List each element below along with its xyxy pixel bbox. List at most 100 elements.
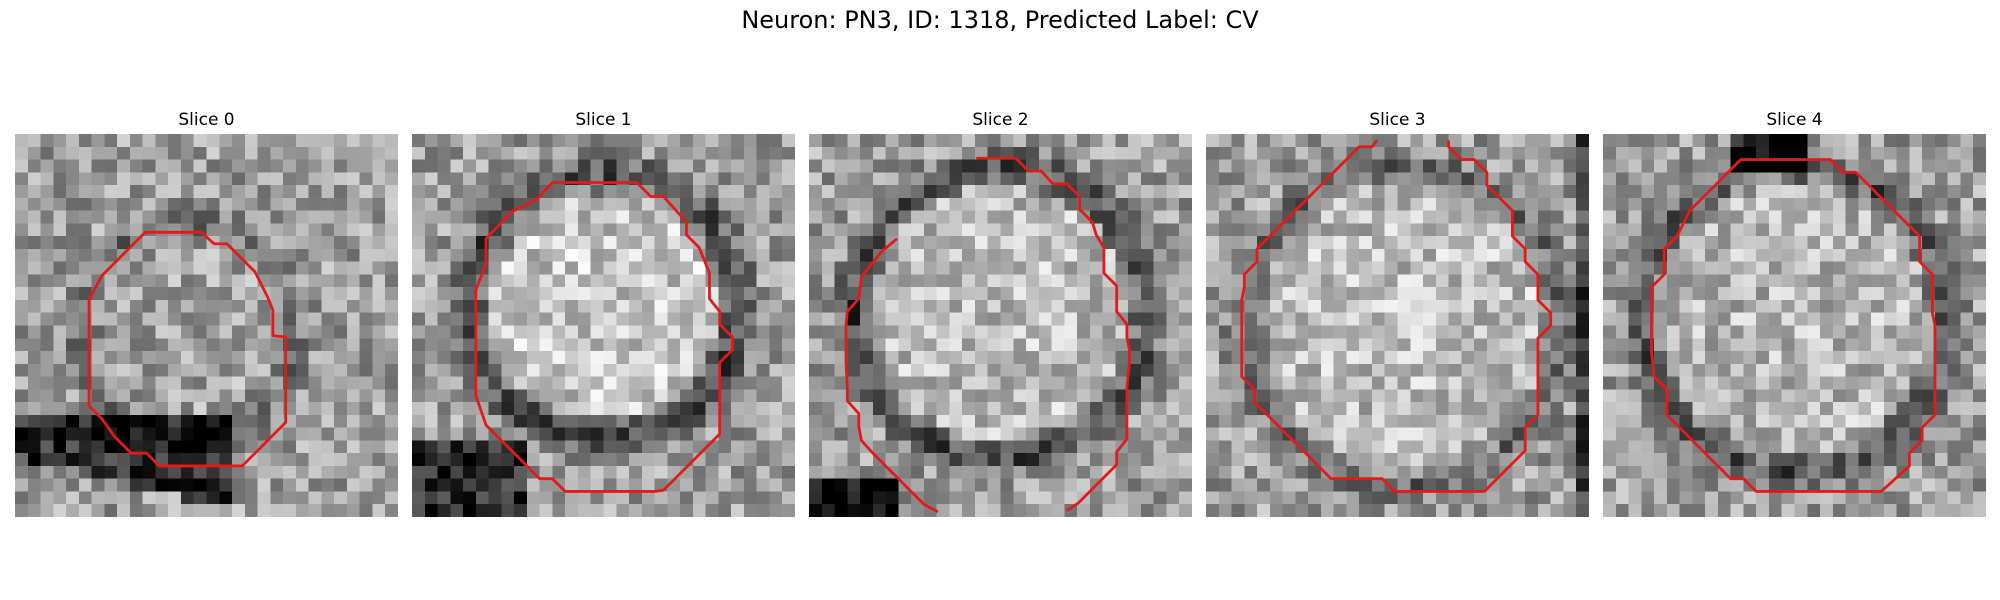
image-pixel [193, 478, 207, 492]
image-pixel [372, 287, 386, 301]
image-pixel [155, 465, 169, 479]
image-pixel [1603, 389, 1617, 403]
image-pixel [809, 287, 823, 301]
image-pixel [1038, 236, 1052, 250]
image-pixel [949, 478, 963, 492]
image-pixel [974, 465, 988, 479]
image-pixel [1153, 338, 1167, 352]
image-pixel [1615, 223, 1629, 237]
image-pixel [1845, 223, 1859, 237]
image-pixel [654, 287, 668, 301]
image-pixel [283, 427, 297, 441]
image-pixel [1603, 440, 1617, 454]
image-pixel [1308, 376, 1322, 390]
image-pixel [756, 491, 770, 505]
image-pixel [1206, 465, 1220, 479]
image-pixel [1244, 363, 1258, 377]
image-pixel [1807, 440, 1821, 454]
image-pixel [1384, 261, 1398, 275]
image-pixel [1218, 363, 1232, 377]
image-pixel [692, 427, 706, 441]
image-pixel [244, 414, 258, 428]
image-pixel [1756, 146, 1770, 160]
image-pixel [40, 236, 54, 250]
image-pixel [629, 185, 643, 199]
image-pixel [654, 351, 668, 365]
image-pixel [590, 351, 604, 365]
image-pixel [809, 363, 823, 377]
image-pixel [1371, 478, 1385, 492]
image-pixel [1794, 389, 1808, 403]
image-pixel [450, 223, 464, 237]
image-pixel [769, 376, 783, 390]
segmentation-contour [1650, 158, 1937, 493]
image-pixel [1102, 414, 1116, 428]
image-pixel [731, 440, 745, 454]
image-pixel [1166, 491, 1180, 505]
image-pixel [193, 159, 207, 173]
image-pixel [1730, 210, 1744, 224]
image-pixel [424, 402, 438, 416]
image-pixel [962, 363, 976, 377]
image-pixel [117, 274, 131, 288]
image-pixel [514, 159, 528, 173]
image-pixel [15, 261, 29, 275]
image-pixel [501, 325, 515, 339]
image-pixel [1743, 389, 1757, 403]
image-pixel [1973, 440, 1986, 454]
image-pixel [539, 274, 553, 288]
image-pixel [1397, 236, 1411, 250]
image-pixel [1705, 351, 1719, 365]
image-pixel [40, 351, 54, 365]
image-pixel [66, 172, 80, 186]
image-pixel [1947, 351, 1961, 365]
image-pixel [743, 389, 757, 403]
image-pixel [860, 376, 874, 390]
image-pixel [1743, 312, 1757, 326]
image-pixel [1934, 363, 1948, 377]
image-pixel [885, 197, 899, 211]
image-pixel [552, 376, 566, 390]
image-pixel [450, 287, 464, 301]
image-pixel [1435, 427, 1449, 441]
image-pixel [1563, 465, 1577, 479]
image-pixel [1435, 236, 1449, 250]
image-pixel [385, 210, 398, 224]
image-pixel [1013, 453, 1027, 467]
image-pixel [577, 146, 591, 160]
image-pixel [1550, 504, 1564, 517]
image-pixel [756, 261, 770, 275]
image-pixel [193, 465, 207, 479]
image-pixel [104, 287, 118, 301]
image-pixel [680, 312, 694, 326]
image-pixel [1320, 338, 1334, 352]
image-pixel [1153, 453, 1167, 467]
image-pixel [78, 274, 92, 288]
image-pixel [1512, 274, 1526, 288]
image-pixel [308, 440, 322, 454]
image-pixel [1654, 338, 1668, 352]
image-pixel [731, 261, 745, 275]
image-pixel [142, 261, 156, 275]
image-pixel [1832, 197, 1846, 211]
image-pixel [1768, 210, 1782, 224]
image-pixel [129, 440, 143, 454]
image-pixel [1960, 287, 1974, 301]
image-pixel [692, 185, 706, 199]
image-pixel [692, 210, 706, 224]
image-pixel [1512, 402, 1526, 416]
image-pixel [53, 427, 67, 441]
image-pixel [1051, 185, 1065, 199]
image-pixel [603, 134, 617, 148]
image-pixel [372, 134, 386, 148]
image-pixel [1973, 236, 1986, 250]
image-pixel [1359, 261, 1373, 275]
image-pixel [424, 197, 438, 211]
image-pixel [1832, 210, 1846, 224]
image-pixel [667, 236, 681, 250]
image-pixel [1576, 363, 1589, 377]
image-pixel [244, 299, 258, 313]
image-pixel [142, 134, 156, 148]
image-pixel [1166, 376, 1180, 390]
image-pixel [872, 185, 886, 199]
